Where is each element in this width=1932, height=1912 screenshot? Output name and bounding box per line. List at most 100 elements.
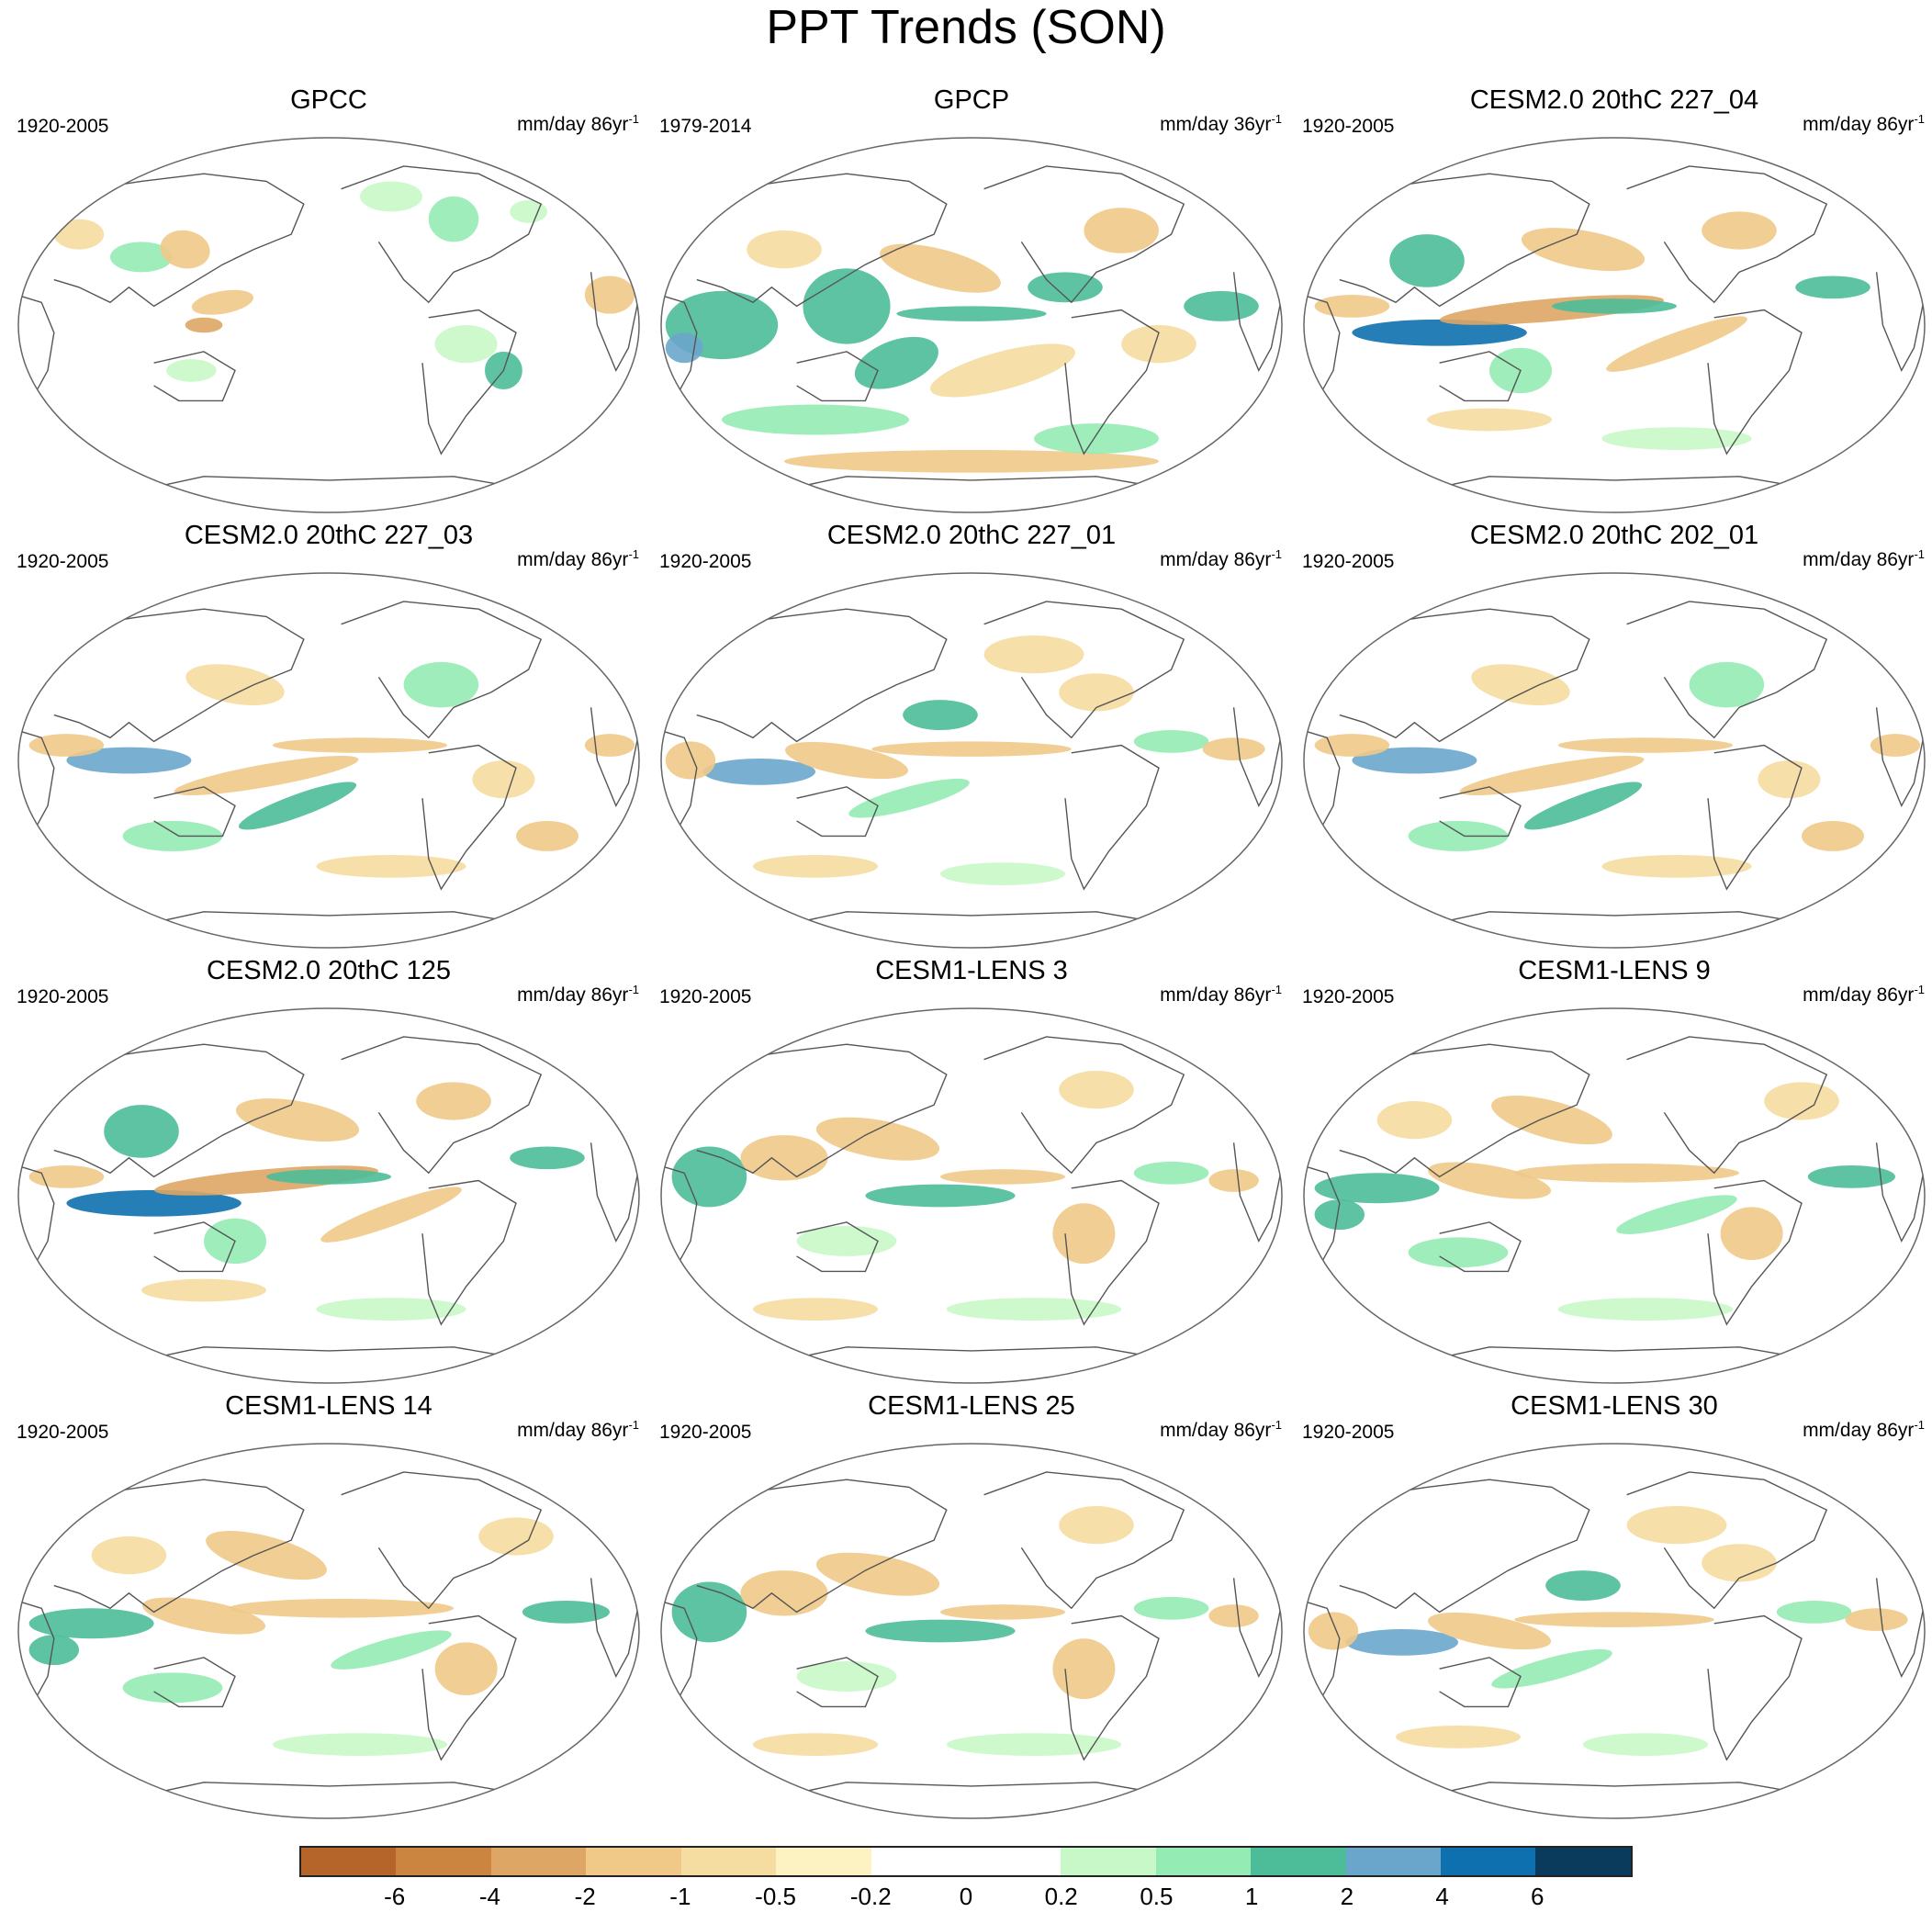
coastline xyxy=(796,1657,879,1708)
trend-contour xyxy=(185,317,223,333)
trend-contour xyxy=(753,1733,878,1756)
trend-contour xyxy=(66,747,192,774)
map-panel: CESM2.0 20thC 202_01 1920-2005 mm/day 86yr… xyxy=(1293,520,1932,951)
trend-contour xyxy=(331,1630,452,1670)
coastline xyxy=(983,1036,1185,1175)
coastline xyxy=(983,601,1185,739)
coastline xyxy=(116,476,542,497)
trend-contour xyxy=(272,1733,448,1756)
panel-title: CESM1-LENS 9 xyxy=(1518,956,1711,985)
trend-contour xyxy=(28,1635,79,1666)
trend-contour xyxy=(1626,1506,1727,1545)
colorbar-segment xyxy=(1441,1848,1536,1875)
robinson-map xyxy=(17,137,640,513)
colorbar-tick-label: 0.5 xyxy=(1140,1883,1174,1910)
coastline xyxy=(341,601,543,739)
colorbar-tick-label: 6 xyxy=(1531,1883,1544,1910)
trend-contour xyxy=(1776,1601,1852,1624)
trend-contour xyxy=(434,325,498,364)
trend-contour xyxy=(434,1642,498,1696)
trend-contour xyxy=(1308,1612,1359,1650)
period-label: 1920-2005 xyxy=(17,1422,109,1443)
map-panel: GPCP 1979-2014 mm/day 36yr-1 xyxy=(650,84,1293,516)
coastline xyxy=(1401,1782,1827,1803)
trend-contour xyxy=(880,243,1001,293)
map-border xyxy=(660,1007,1283,1384)
trend-contour xyxy=(1202,737,1265,760)
coastline xyxy=(341,1471,543,1610)
trend-contour xyxy=(360,181,422,212)
coastline xyxy=(421,744,517,891)
period-label: 1920-2005 xyxy=(1302,1422,1395,1443)
trend-contour xyxy=(1345,1628,1458,1656)
coastline xyxy=(153,1221,236,1273)
map-panel: CESM2.0 20thC 227_01 1920-2005 mm/day 86yr… xyxy=(650,520,1293,951)
trend-contour xyxy=(28,1608,154,1639)
coastline xyxy=(1707,1179,1803,1326)
colorbar-tick-label: -1 xyxy=(669,1883,691,1910)
coastline xyxy=(796,786,879,838)
trend-contour xyxy=(1352,747,1477,774)
trend-contour xyxy=(1552,298,1677,314)
trend-contour xyxy=(1208,1604,1259,1627)
panel-title: GPCC xyxy=(290,85,367,115)
trend-contour xyxy=(1583,1733,1708,1756)
trend-contour xyxy=(1314,1199,1365,1231)
trend-contour xyxy=(1459,755,1645,795)
map-border xyxy=(1303,137,1926,513)
trend-contour xyxy=(722,404,909,435)
trend-contour xyxy=(1427,1612,1552,1650)
trend-contour xyxy=(1758,760,1821,799)
coastline xyxy=(1707,744,1803,891)
colorbar-segment xyxy=(776,1848,871,1875)
robinson-map xyxy=(1303,1443,1926,1819)
trend-contour xyxy=(784,449,1159,473)
colorbar-tick-label: -6 xyxy=(384,1883,406,1910)
trend-contour xyxy=(1052,1638,1116,1700)
trend-contour xyxy=(191,289,253,315)
colorbar-tick-label: 1 xyxy=(1244,1883,1259,1910)
trend-contour xyxy=(403,661,479,708)
trend-contour xyxy=(1396,1726,1521,1749)
trend-contour xyxy=(1427,1162,1552,1199)
trend-contour xyxy=(1802,820,1864,851)
units-label: mm/day 86yr-1 xyxy=(1803,983,1925,1006)
period-label: 1920-2005 xyxy=(17,551,109,572)
coastline xyxy=(796,1221,879,1273)
map-border xyxy=(1303,1007,1926,1384)
trend-contour xyxy=(28,1165,105,1188)
trend-contour xyxy=(1084,208,1159,253)
trend-contour xyxy=(510,200,547,223)
trend-contour xyxy=(266,1169,391,1185)
period-label: 1920-2005 xyxy=(17,986,109,1007)
trend-contour xyxy=(1133,730,1209,753)
trend-contour xyxy=(665,741,716,780)
coastline xyxy=(1064,1614,1160,1761)
colorbar-segment xyxy=(586,1848,681,1875)
colorbar-segment xyxy=(1061,1848,1156,1875)
map-border xyxy=(660,572,1283,949)
trend-contour xyxy=(316,1298,466,1321)
trend-contour xyxy=(166,359,217,382)
panel-title: CESM2.0 20thC 227_03 xyxy=(184,521,474,550)
trend-contour xyxy=(940,862,1065,885)
map-panel: CESM1-LENS 14 1920-2005 mm/day 86yr-1 xyxy=(7,1390,650,1822)
map-border xyxy=(17,137,640,513)
units-label: mm/day 86yr-1 xyxy=(517,1418,639,1441)
robinson-map xyxy=(660,1443,1283,1819)
trend-contour xyxy=(104,1105,179,1158)
trend-contour xyxy=(1616,1195,1737,1234)
trend-contour xyxy=(1314,1173,1440,1204)
coastline xyxy=(1401,1346,1827,1367)
coastline xyxy=(153,1657,236,1708)
trend-contour xyxy=(1720,1207,1783,1261)
robinson-map xyxy=(1303,1007,1926,1384)
map-border xyxy=(1303,572,1926,949)
coastline xyxy=(421,1179,517,1326)
trend-contour xyxy=(1028,272,1103,303)
colorbar-segment xyxy=(1251,1848,1346,1875)
colorbar-tick-label: -0.5 xyxy=(755,1883,796,1910)
coastline xyxy=(1626,1036,1828,1175)
colorbar-tick-label: -0.2 xyxy=(849,1883,892,1910)
trend-contour xyxy=(141,1278,266,1302)
